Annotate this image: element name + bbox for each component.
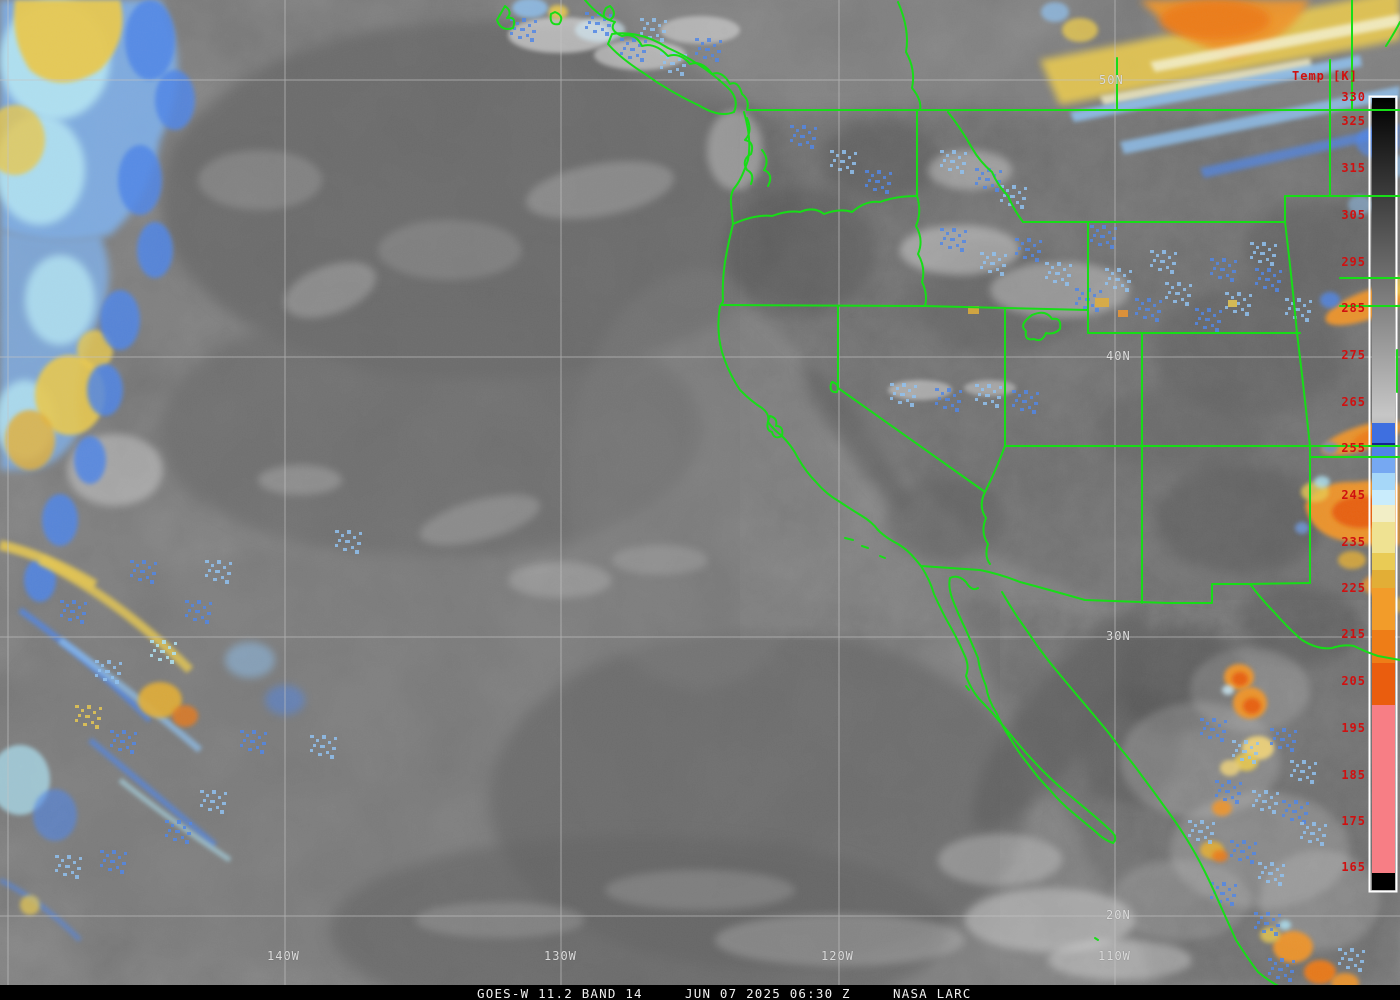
temp-tick-205: 205: [1341, 674, 1366, 688]
ca-nv-border: [837, 305, 991, 565]
map-outline-layer: [496, 0, 1400, 996]
channel-islands: [844, 537, 886, 559]
or-id-border: [915, 195, 927, 307]
caption-datetime: JUN 07 2025 06:30 Z: [685, 986, 851, 1000]
lon-label-120w: 120W: [821, 949, 854, 963]
temp-scale-title: Temp [K]: [1292, 69, 1358, 83]
vancouver-island: [607, 32, 737, 115]
temp-tick-305: 305: [1341, 208, 1366, 222]
bc-ab-border: [897, 1, 922, 111]
id-mt-border: [947, 111, 1024, 223]
temp-tick-325: 325: [1341, 114, 1366, 128]
pacific-coastline: [717, 111, 922, 567]
temp-tick-235: 235: [1341, 535, 1366, 549]
temp-tick-175: 175: [1341, 814, 1366, 828]
temp-tick-185: 185: [1341, 768, 1366, 782]
temp-tick-330: 330: [1341, 90, 1366, 104]
sf-bay: [766, 415, 784, 439]
temp-tick-265: 265: [1341, 395, 1366, 409]
nv-az-border: [984, 445, 1006, 493]
temp-tick-195: 195: [1341, 721, 1366, 735]
bc-coastline: [584, 0, 749, 111]
coastal-islands: [496, 5, 615, 30]
lon-label-140w: 140W: [267, 949, 300, 963]
wy-east-border: [1284, 221, 1298, 334]
lat-label-40n: 40N: [1106, 349, 1131, 363]
bar-crossing-lines: [1309, 277, 1400, 458]
map-dot: [1094, 937, 1099, 941]
temp-tick-225: 225: [1341, 581, 1366, 595]
lon-label-130w: 130W: [544, 949, 577, 963]
temp-tick-245: 245: [1341, 488, 1366, 502]
caption-product: GOES-W 11.2 BAND 14: [477, 986, 643, 1000]
temp-tick-315: 315: [1341, 161, 1366, 175]
42n-border: [721, 304, 1089, 311]
rio-grande: [1249, 583, 1400, 661]
lake-tahoe: [829, 381, 839, 394]
wa-or-border: [732, 195, 918, 225]
temp-tick-215: 215: [1341, 627, 1366, 641]
great-salt-lake: [1022, 311, 1062, 342]
lat-label-30n: 30N: [1106, 629, 1131, 643]
temp-tick-275: 275: [1341, 348, 1366, 362]
temp-tick-165: 165: [1341, 860, 1366, 874]
temp-tick-255: 255: [1341, 441, 1366, 455]
caption-bar: GOES-W 11.2 BAND 14 JUN 07 2025 06:30 Z …: [0, 985, 1400, 1000]
border-corner-diag: [1385, 21, 1400, 47]
lat-label-20n: 20N: [1106, 908, 1131, 922]
mexico-mainland-coast: [1001, 591, 1297, 996]
baja-peninsula: [920, 565, 1117, 844]
baja-islet: [965, 685, 970, 691]
lat-label-50n: 50N: [1099, 73, 1124, 87]
caption-credit: NASA LARC: [893, 986, 972, 1000]
nm-tx-south: [1249, 582, 1311, 585]
lon-label-110w: 110W: [1098, 949, 1131, 963]
temp-tick-295: 295: [1341, 255, 1366, 269]
temperature-colorbar: [1368, 95, 1398, 893]
co-east-border: [1296, 332, 1311, 447]
us-mexico-border: [920, 565, 1251, 604]
temp-tick-285: 285: [1341, 301, 1366, 315]
